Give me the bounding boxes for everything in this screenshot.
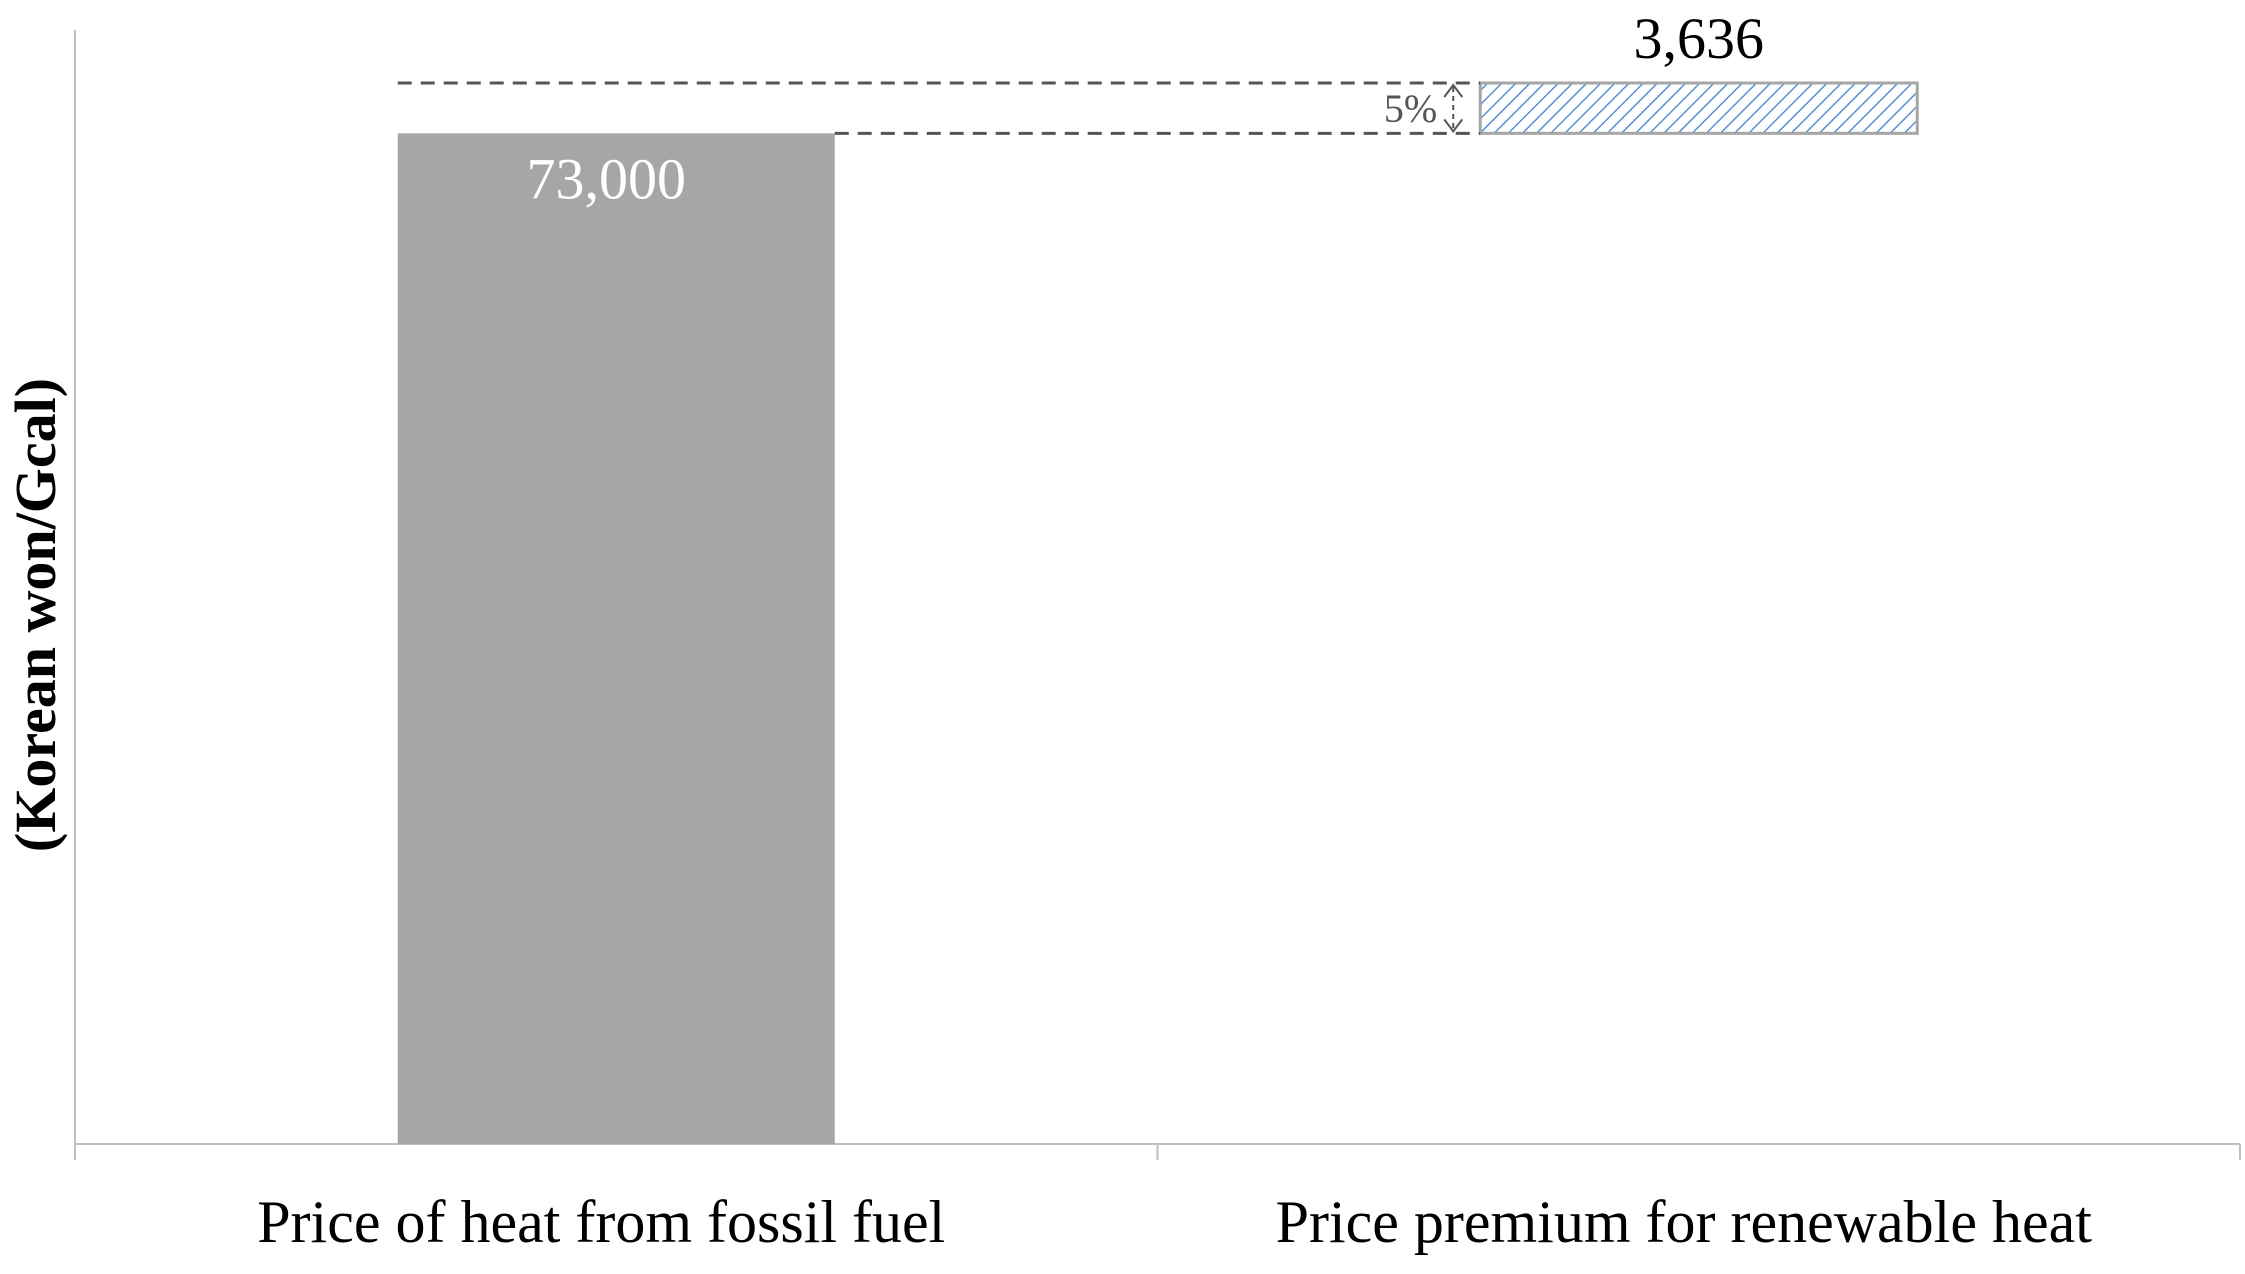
category-label: Price premium for renewable heat: [1276, 1189, 2093, 1255]
annotation-guides: [397, 81, 1481, 135]
labels: 73,000 3,636 Price of heat from fossil fue…: [3, 6, 2092, 1255]
bar: [1478, 81, 1919, 135]
bar: [397, 133, 835, 1144]
annotation-arrowhead-up: [1443, 83, 1464, 98]
annotation-arrowhead-down: [1443, 118, 1464, 134]
data-label: 3,636: [1634, 6, 1765, 71]
y-axis-label: (Korean won/Gcal): [3, 378, 68, 852]
category-label: Price of heat from fossil fuel: [257, 1189, 945, 1255]
annotation-label: 5%: [1384, 86, 1437, 131]
data-label: 73,000: [527, 146, 687, 211]
bars: [397, 81, 1919, 1144]
